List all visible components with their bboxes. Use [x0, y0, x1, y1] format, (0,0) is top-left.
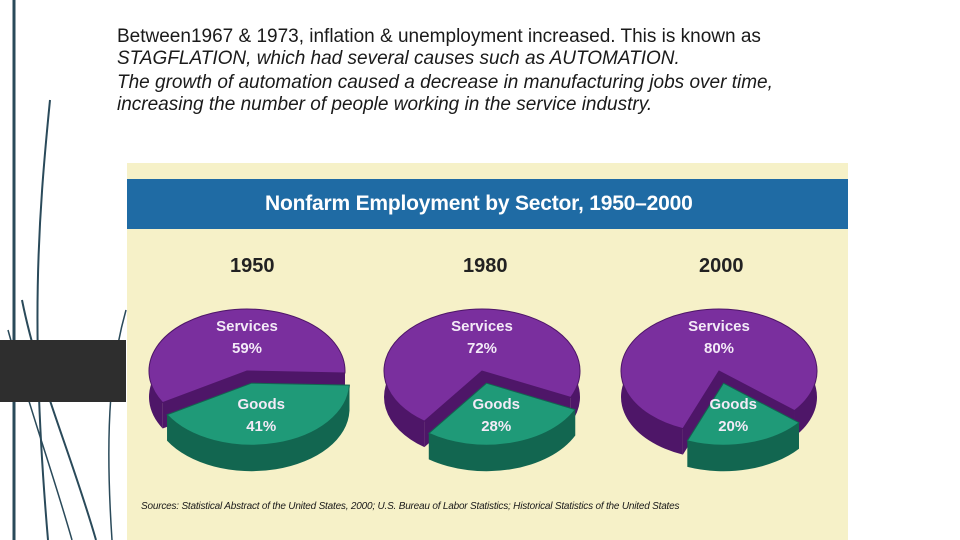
- slice-name-1980-goods: Goods: [472, 396, 520, 413]
- pie-slice-1950-goods: [166, 382, 350, 472]
- paragraph-stagflation-emphasis: STAGFLATION, which had several causes su…: [117, 48, 680, 69]
- paragraph-stagflation-prefix: Between1967 & 1973, inflation & unemploy…: [117, 26, 761, 47]
- chart-title: Nonfarm Employment by Sector, 1950–2000: [265, 192, 693, 215]
- slice-value-1950-services: 59%: [232, 340, 262, 357]
- pie-slice-1980-goods: [427, 382, 576, 472]
- slice-value-2000-services: 80%: [704, 340, 734, 357]
- pie-slice-2000-goods: [686, 382, 800, 472]
- pie-chart-canvas: Services 59% Goods 41% Services 72% Goods 28% Se…: [148, 308, 818, 472]
- year-label-1980: 1980: [463, 255, 508, 277]
- decorative-dark-tab: [0, 340, 126, 402]
- slide-body-text: Between1967 & 1973, inflation & unemploy…: [117, 26, 837, 118]
- employment-pie-chart: Nonfarm Employment by Sector, 1950–2000 …: [127, 163, 848, 540]
- paragraph-stagflation: Between1967 & 1973, inflation & unemploy…: [117, 26, 837, 70]
- paragraph-automation: The growth of automation caused a decrea…: [117, 72, 773, 115]
- chart-title-bar: Nonfarm Employment by Sector, 1950–2000: [127, 179, 848, 229]
- year-label-1950: 1950: [230, 255, 275, 277]
- slice-name-2000-goods: Goods: [709, 396, 757, 413]
- slice-name-1980-services: Services: [451, 318, 513, 335]
- slice-value-2000-goods: 20%: [718, 418, 748, 435]
- slice-name-1950-services: Services: [216, 318, 278, 335]
- slice-value-1950-goods: 41%: [246, 418, 276, 435]
- chart-source-note: Sources: Statistical Abstract of the Uni…: [141, 501, 680, 512]
- slice-name-2000-services: Services: [688, 318, 750, 335]
- slice-name-1950-goods: Goods: [237, 396, 285, 413]
- year-label-2000: 2000: [699, 255, 744, 277]
- slice-value-1980-goods: 28%: [481, 418, 511, 435]
- slice-value-1980-services: 72%: [467, 340, 497, 357]
